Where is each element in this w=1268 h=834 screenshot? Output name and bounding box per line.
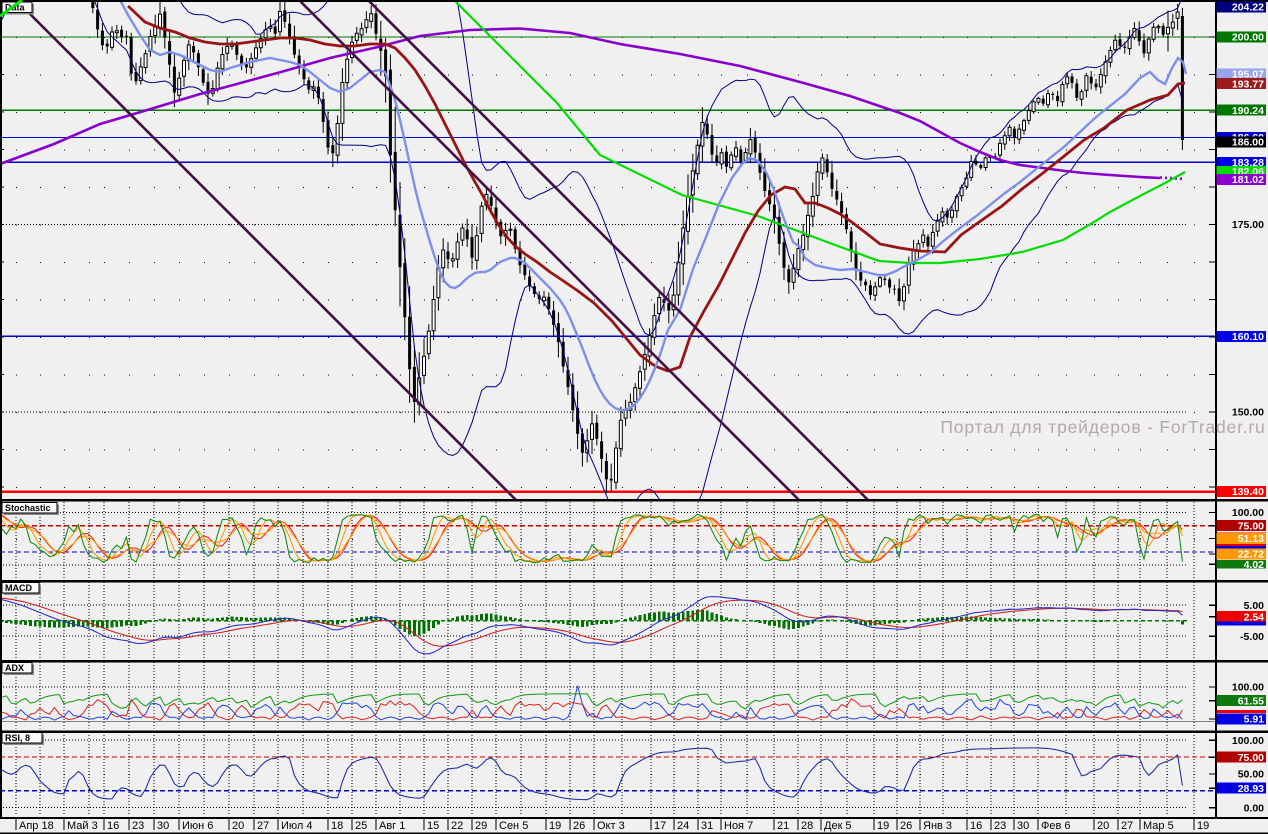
svg-text:20: 20: [1097, 820, 1109, 832]
svg-text:23: 23: [994, 820, 1006, 832]
svg-text:20: 20: [232, 820, 244, 832]
svg-text:-5.00: -5.00: [1240, 631, 1264, 643]
svg-text:160.10: 160.10: [1232, 331, 1264, 343]
svg-text:28.93: 28.93: [1238, 783, 1264, 795]
svg-text:17: 17: [654, 820, 666, 832]
svg-text:15: 15: [427, 820, 439, 832]
svg-text:Окт 3: Окт 3: [597, 820, 625, 832]
svg-text:150.00: 150.00: [1232, 407, 1264, 419]
svg-text:22: 22: [451, 820, 463, 832]
svg-text:Ноя 7: Ноя 7: [724, 820, 753, 832]
svg-text:0.00: 0.00: [1244, 802, 1265, 814]
svg-text:100.00: 100.00: [1232, 735, 1264, 747]
svg-text:Авг 1: Авг 1: [379, 820, 405, 832]
svg-text:29: 29: [475, 820, 487, 832]
svg-text:Фев 6: Фев 6: [1041, 820, 1071, 832]
svg-text:MACD: MACD: [5, 583, 32, 593]
svg-text:19: 19: [549, 820, 561, 832]
svg-text:Май 3: Май 3: [67, 820, 98, 832]
svg-text:ADX: ADX: [5, 663, 24, 673]
svg-text:22.72: 22.72: [1238, 549, 1264, 561]
svg-text:Июн 6: Июн 6: [182, 820, 213, 832]
svg-text:181.02: 181.02: [1232, 174, 1264, 186]
svg-text:4.02: 4.02: [1244, 559, 1265, 571]
svg-text:23: 23: [132, 820, 144, 832]
svg-text:30: 30: [157, 820, 169, 832]
svg-text:30: 30: [1017, 820, 1029, 832]
svg-text:100.00: 100.00: [1232, 682, 1264, 694]
svg-text:Мар 5: Мар 5: [1143, 820, 1174, 832]
svg-text:21: 21: [777, 820, 789, 832]
svg-text:190.24: 190.24: [1232, 105, 1264, 117]
svg-text:2.54: 2.54: [1244, 611, 1265, 623]
svg-text:175.00: 175.00: [1232, 219, 1264, 231]
svg-text:16: 16: [107, 820, 119, 832]
svg-text:193.77: 193.77: [1232, 78, 1264, 90]
svg-text:Янв 3: Янв 3: [923, 820, 952, 832]
svg-text:Июл 4: Июл 4: [281, 820, 313, 832]
svg-text:51.13: 51.13: [1238, 533, 1264, 545]
svg-text:Сен 5: Сен 5: [499, 820, 528, 832]
svg-text:24: 24: [677, 820, 689, 832]
svg-text:Stochastic: Stochastic: [5, 503, 51, 513]
svg-text:195.07: 195.07: [1232, 69, 1264, 81]
svg-text:75.00: 75.00: [1238, 520, 1264, 532]
svg-text:18: 18: [331, 820, 343, 832]
svg-text:16: 16: [970, 820, 982, 832]
svg-text:139.40: 139.40: [1232, 486, 1264, 498]
svg-text:50.00: 50.00: [1238, 769, 1264, 781]
svg-text:RSI, 8: RSI, 8: [5, 733, 30, 743]
svg-text:Дек 5: Дек 5: [824, 820, 852, 832]
svg-text:27: 27: [257, 820, 269, 832]
svg-text:204.22: 204.22: [1232, 2, 1264, 14]
svg-text:26: 26: [900, 820, 912, 832]
svg-text:186.00: 186.00: [1232, 137, 1264, 149]
svg-text:26: 26: [573, 820, 585, 832]
svg-text:31: 31: [701, 820, 713, 832]
svg-text:200.00: 200.00: [1232, 32, 1264, 44]
svg-text:25: 25: [355, 820, 367, 832]
svg-text:28: 28: [801, 820, 813, 832]
svg-text:61.55: 61.55: [1238, 695, 1264, 707]
svg-text:19: 19: [877, 820, 889, 832]
svg-text:Портал для трейдеров - ForTrad: Портал для трейдеров - ForTrader.ru: [940, 417, 1265, 437]
svg-text:Апр 18: Апр 18: [19, 820, 54, 832]
svg-text:75.00: 75.00: [1238, 752, 1264, 764]
svg-text:19: 19: [1197, 820, 1209, 832]
svg-text:27: 27: [1121, 820, 1133, 832]
svg-text:Data: Data: [5, 3, 26, 13]
svg-text:5.91: 5.91: [1244, 714, 1265, 726]
svg-text:5.00: 5.00: [1244, 600, 1265, 612]
svg-text:100.00: 100.00: [1232, 507, 1264, 519]
